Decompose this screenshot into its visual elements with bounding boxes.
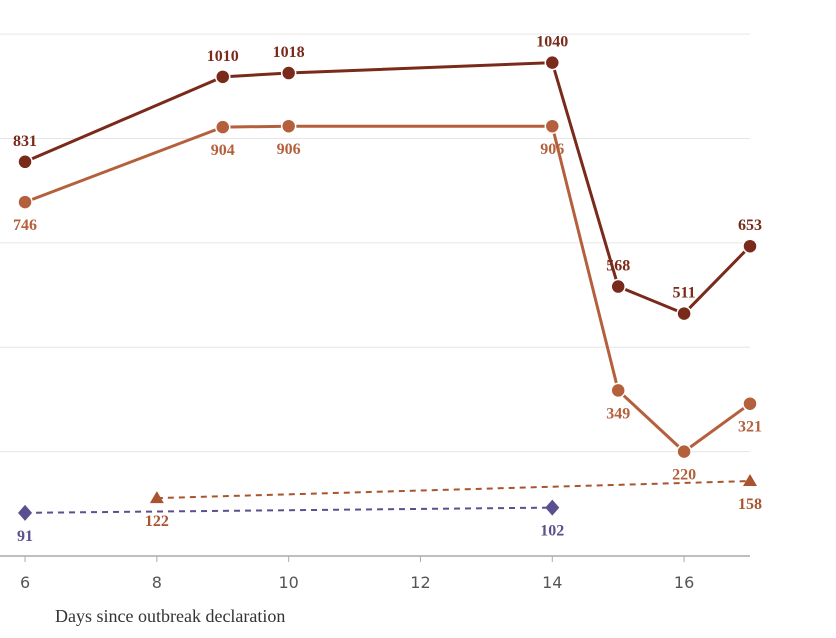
x-axis-label: Days since outbreak declaration	[55, 606, 285, 626]
point	[149, 491, 164, 504]
value-label: 1040	[536, 34, 568, 51]
point	[17, 194, 33, 210]
value-label: 831	[13, 133, 37, 150]
point	[676, 443, 692, 460]
point	[544, 118, 561, 134]
value-label: 904	[211, 142, 235, 159]
point	[610, 278, 626, 295]
series-line	[156, 480, 751, 500]
series-line	[25, 506, 553, 514]
value-label: 220	[672, 467, 696, 484]
point	[17, 154, 33, 170]
point	[743, 474, 757, 487]
value-label: 906	[277, 141, 301, 158]
series-line	[24, 124, 751, 454]
series-line	[24, 61, 752, 316]
point	[742, 238, 758, 254]
value-label: 349	[606, 405, 630, 422]
value-label: 102	[540, 523, 564, 540]
value-label: 906	[540, 141, 564, 158]
value-label: 568	[606, 258, 630, 275]
point	[545, 499, 560, 516]
value-label: 1018	[273, 44, 305, 61]
point	[610, 382, 626, 399]
value-label: 653	[738, 217, 762, 234]
value-label: 511	[673, 285, 696, 302]
x-tick-label: 10	[278, 573, 298, 592]
point	[676, 305, 692, 322]
x-tick-label: 14	[542, 573, 562, 592]
value-label: 1010	[207, 48, 239, 65]
value-label: 158	[738, 496, 762, 513]
point	[18, 504, 33, 521]
x-tick-label: 12	[410, 573, 430, 592]
x-tick-label: 8	[152, 573, 162, 592]
point	[742, 395, 758, 412]
value-label: 321	[738, 419, 762, 436]
value-label: 91	[17, 528, 33, 545]
x-tick-label: 16	[674, 573, 694, 592]
point	[544, 54, 561, 71]
x-tick-label: 6	[20, 573, 30, 592]
value-label: 746	[13, 217, 37, 234]
point	[280, 65, 297, 81]
point	[215, 119, 231, 135]
value-label: 122	[145, 513, 169, 530]
point	[280, 118, 297, 134]
point	[215, 69, 231, 85]
